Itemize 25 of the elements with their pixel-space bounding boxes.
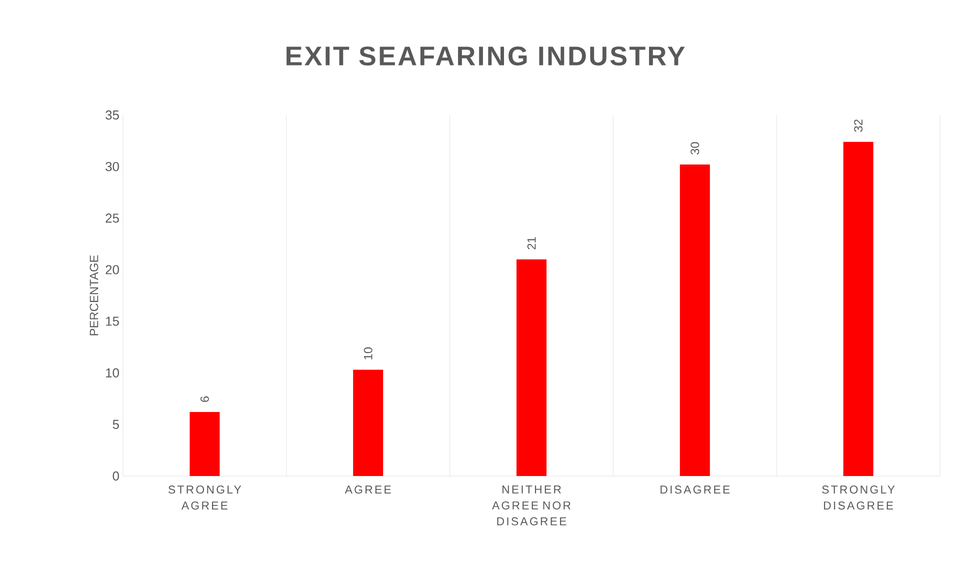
bar xyxy=(843,142,874,476)
bar xyxy=(516,259,547,476)
x-tick-label: AGREE xyxy=(344,486,391,494)
data-label: 21 xyxy=(527,237,536,250)
data-label: 6 xyxy=(200,396,209,402)
y-tick-label: 0 xyxy=(112,471,119,481)
chart-title: EXIT SEAFARING INDUSTRY xyxy=(286,46,685,66)
x-tick-label: STRONGLY AGREE xyxy=(168,486,242,510)
y-tick-label: 20 xyxy=(106,265,119,274)
data-label: 10 xyxy=(364,347,372,360)
x-tick-label: DISAGREE xyxy=(660,486,730,494)
bar xyxy=(190,412,220,476)
x-tick-label: NEITHER AGREE NOR DISAGREE xyxy=(492,486,570,526)
data-label: 30 xyxy=(690,142,700,155)
y-tick-label: 5 xyxy=(112,420,119,429)
y-tick-label: 25 xyxy=(106,214,119,223)
bar xyxy=(680,164,710,476)
bar xyxy=(353,370,384,476)
y-tick-label: 10 xyxy=(106,368,119,378)
data-label: 32 xyxy=(854,120,863,132)
y-tick-label: 30 xyxy=(106,162,119,172)
y-tick-label: 15 xyxy=(106,316,119,326)
y-axis-title: PERCENTAGE xyxy=(90,255,98,336)
y-tick-label: 35 xyxy=(106,110,119,120)
x-tick-label: STRONGLY DISAGREE xyxy=(822,486,895,510)
